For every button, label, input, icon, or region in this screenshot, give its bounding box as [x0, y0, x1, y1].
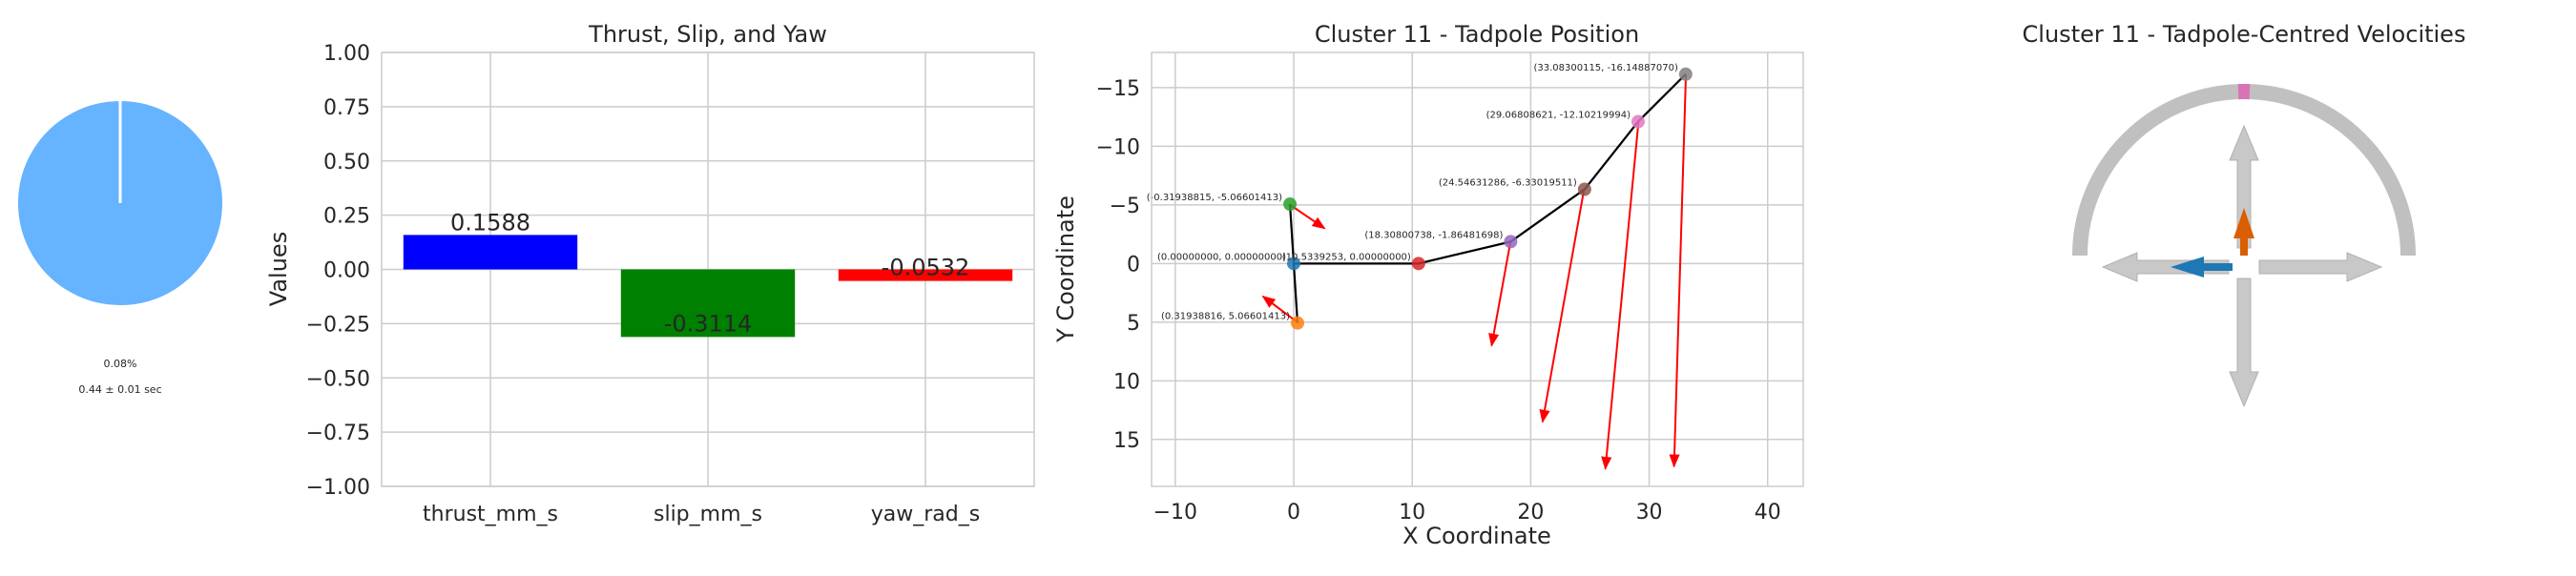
- position-x-axis-label: X Coordinate: [1402, 523, 1551, 549]
- bar-y-tick-label: −0.50: [306, 367, 370, 391]
- bar-y-tick-label: −0.75: [306, 422, 370, 445]
- position-point-label: (0.00000000, 0.00000000): [1157, 252, 1286, 262]
- position-point-label: (0.31938816, 5.06601413): [1161, 312, 1290, 322]
- velocity-axis-right-arrow: [2259, 253, 2381, 281]
- bar-x-tick-label: slip_mm_s: [654, 503, 762, 526]
- position-x-ticks: −10 0 10 20 30 40: [1153, 501, 1781, 525]
- position-point-label: (-0.31938815, -5.06601413): [1147, 193, 1282, 203]
- position-x-tick-label: −10: [1153, 501, 1197, 525]
- position-chart-title: Cluster 11 - Tadpole Position: [1315, 21, 1639, 48]
- bar-value-label: -0.0532: [882, 255, 970, 281]
- bar-x-tick-label: thrust_mm_s: [423, 503, 558, 526]
- pie-panel: 0.08% 0.44 ± 0.01 sec: [17, 100, 223, 396]
- pie-time-label: 0.44 ± 0.01 sec: [78, 383, 161, 396]
- position-point-label: (29.06808621, -12.10219994): [1486, 111, 1631, 121]
- position-point: [1679, 68, 1693, 81]
- bar-x-ticks: thrust_mm_s slip_mm_s yaw_rad_s: [423, 503, 980, 526]
- position-velocity-vector: [1674, 74, 1686, 466]
- position-point-label: (24.54631286, -6.33019511): [1439, 178, 1577, 189]
- position-x-tick-label: 0: [1287, 501, 1300, 525]
- pie-slices: [17, 100, 223, 306]
- position-point-label: (10.5339253, 0.00000000): [1282, 252, 1411, 262]
- position-point: [1291, 317, 1304, 330]
- velocity-slip-arrow: [2171, 257, 2233, 278]
- position-y-axis-label: Y Coordinate: [1052, 195, 1079, 343]
- position-x-tick-label: 10: [1399, 501, 1425, 525]
- position-y-tick-label: −10: [1096, 135, 1140, 159]
- position-velocity-vector: [1543, 190, 1584, 422]
- velocity-chart-title: Cluster 11 - Tadpole-Centred Velocities: [2023, 21, 2466, 48]
- position-y-tick-label: 0: [1127, 253, 1140, 277]
- position-y-tick-label: 10: [1113, 370, 1140, 394]
- bar-chart-title: Thrust, Slip, and Yaw: [588, 21, 827, 48]
- bar-y-tick-label: 1.00: [323, 42, 370, 66]
- position-velocity-vector: [1290, 205, 1324, 229]
- bar-value-label: 0.1588: [450, 209, 530, 236]
- bar-y-tick-label: 0.75: [323, 96, 370, 120]
- position-point-label: (33.08300115, -16.14887070): [1533, 63, 1677, 73]
- bar-y-tick-label: 0.50: [323, 151, 370, 175]
- position-point-label: (18.30800738, -1.86481698): [1364, 230, 1503, 240]
- velocity-panel: Cluster 11 - Tadpole-Centred Velocities: [2023, 21, 2466, 406]
- position-panel: Cluster 11 - Tadpole Position −15 −10 −5 0 5…: [1052, 21, 1803, 549]
- bar-value-label: -0.3114: [664, 310, 753, 337]
- position-point: [1631, 115, 1645, 129]
- position-x-tick-label: 30: [1636, 501, 1663, 525]
- position-x-tick-label: 40: [1755, 501, 1781, 525]
- bar-y-axis-label: Values: [265, 232, 292, 306]
- bar-y-ticks: 1.00 0.75 0.50 0.25 0.00 −0.25 −0.50 −0.75 −1.00: [306, 42, 370, 500]
- bar-thrust_mm_s: [404, 235, 577, 269]
- position-plot-frame: [1152, 52, 1803, 486]
- bar-panel: Thrust, Slip, and Yaw 1.00 0.75 0.50 0.25 0.…: [265, 21, 1034, 526]
- bar-y-tick-label: 0.00: [323, 259, 370, 283]
- bar-y-tick-label: −0.25: [306, 313, 370, 337]
- bar-y-tick-label: −1.00: [306, 476, 370, 500]
- velocity-thrust-arrow: [2233, 208, 2254, 256]
- bar-x-tick-label: yaw_rad_s: [871, 503, 980, 526]
- pie-percent-label: 0.08%: [104, 358, 137, 370]
- position-vectors: [1263, 74, 1686, 468]
- velocity-axis-down-arrow: [2230, 278, 2258, 406]
- position-y-tick-label: −15: [1096, 77, 1140, 101]
- position-velocity-vector: [1491, 241, 1510, 345]
- position-y-tick-label: 5: [1127, 312, 1140, 336]
- position-velocity-vector: [1606, 122, 1639, 469]
- position-point: [1504, 235, 1517, 248]
- position-grid: [1152, 52, 1803, 486]
- position-y-ticks: −15 −10 −5 0 5 10 15: [1096, 77, 1140, 453]
- position-y-tick-label: −5: [1110, 195, 1140, 218]
- bar-y-tick-label: 0.25: [323, 205, 370, 229]
- position-point: [1578, 183, 1591, 196]
- position-x-tick-label: 20: [1517, 501, 1544, 525]
- position-point: [1412, 257, 1425, 270]
- position-point: [1283, 197, 1297, 211]
- position-y-tick-label: 15: [1113, 429, 1140, 453]
